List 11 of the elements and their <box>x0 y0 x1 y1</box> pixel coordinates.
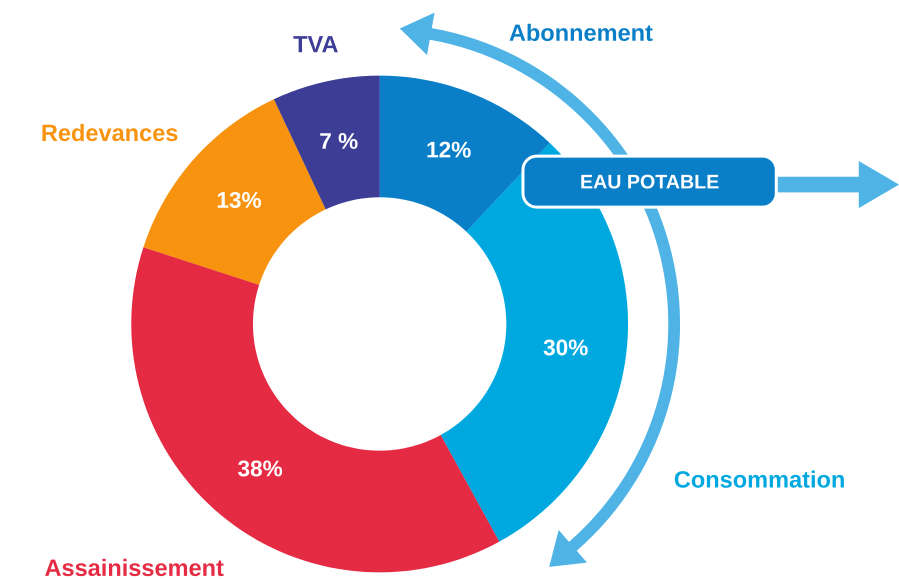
slice-label: Consommation <box>674 470 844 488</box>
data-label: 13% <box>218 192 261 208</box>
slice-label: Abonnement <box>509 24 653 41</box>
data-label: 12% <box>427 141 471 158</box>
data-label: 38% <box>238 460 282 476</box>
slice-label: TVA <box>293 36 338 52</box>
slice-label: Assainissement <box>45 558 224 576</box>
slice-label: Redevances <box>42 124 178 141</box>
text: EAU POTABLE <box>581 174 719 188</box>
data-label: 30% <box>544 339 588 356</box>
data-label: 7 % <box>320 132 358 149</box>
